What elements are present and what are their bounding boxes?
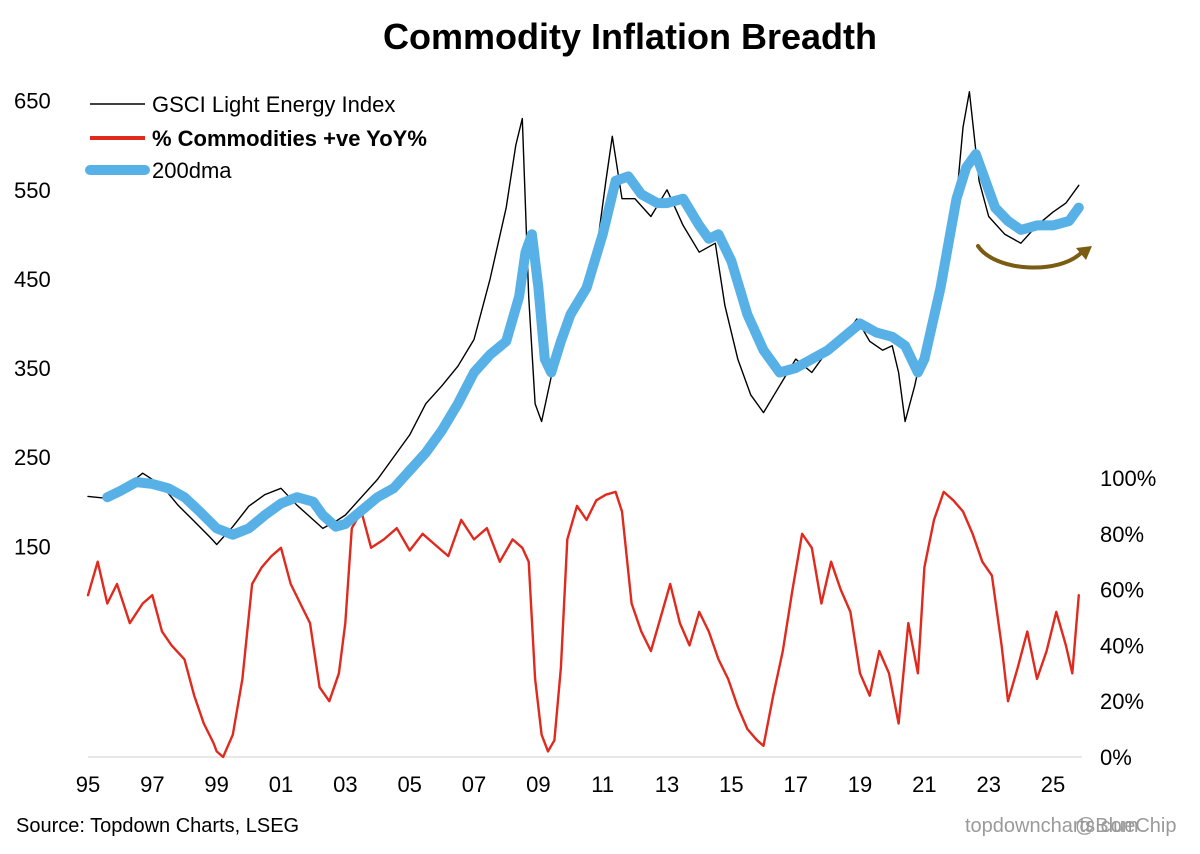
left-axis: 650 550 450 350 250 150: [14, 89, 51, 560]
left-tick-label: 550: [14, 178, 51, 203]
x-tick-label: 01: [269, 772, 293, 797]
x-tick-label: 25: [1041, 772, 1065, 797]
x-tick-label: 99: [204, 772, 228, 797]
legend-label-200dma: 200dma: [152, 158, 232, 183]
right-tick-label: 60%: [1100, 578, 1144, 603]
left-tick-label: 350: [14, 356, 51, 381]
x-tick-label: 13: [655, 772, 679, 797]
right-tick-label: 0%: [1100, 745, 1132, 770]
x-tick-label: 17: [783, 772, 807, 797]
left-tick-label: 150: [14, 534, 51, 559]
legend-label-commodities: % Commodities +ve YoY%: [152, 126, 427, 151]
x-tick-label: 15: [719, 772, 743, 797]
right-axis: 100% 80% 60% 40% 20% 0%: [1100, 466, 1156, 770]
x-tick-label: 11: [591, 772, 614, 797]
source-note: Source: Topdown Charts, LSEG: [16, 815, 299, 837]
curved-arrow-annotation: [976, 244, 1092, 270]
legend-label-gsci: GSCI Light Energy Index: [152, 92, 395, 117]
x-axis: 95 97 99 01 03 05 07 09 11 13 15 17 19 21 23 25: [76, 772, 1066, 797]
watermark: @BlueChip: [1075, 815, 1176, 837]
x-tick-label: 07: [462, 772, 486, 797]
x-tick-label: 19: [848, 772, 872, 797]
right-tick-label: 100%: [1100, 466, 1156, 491]
x-tick-label: 23: [976, 772, 1000, 797]
left-tick-label: 450: [14, 267, 51, 292]
website-note: topdowncharts.com: [965, 815, 1138, 837]
x-tick-label: 03: [333, 772, 357, 797]
right-tick-label: 40%: [1100, 633, 1144, 658]
chart-title: Commodity Inflation Breadth: [383, 16, 877, 57]
x-tick-label: 21: [912, 772, 936, 797]
left-tick-label: 250: [14, 445, 51, 470]
series-200dma-line: [102, 149, 1084, 540]
right-tick-label: 80%: [1100, 522, 1144, 547]
series-commodities-line: [86, 490, 1080, 759]
legend: GSCI Light Energy Index % Commodities +v…: [85, 92, 427, 183]
right-tick-label: 20%: [1100, 689, 1144, 714]
x-tick-label: 97: [140, 772, 164, 797]
plot-area: [86, 91, 1084, 759]
x-tick-label: 95: [76, 772, 100, 797]
x-tick-label: 05: [397, 772, 421, 797]
left-tick-label: 650: [14, 89, 51, 114]
x-tick-label: 09: [526, 772, 550, 797]
